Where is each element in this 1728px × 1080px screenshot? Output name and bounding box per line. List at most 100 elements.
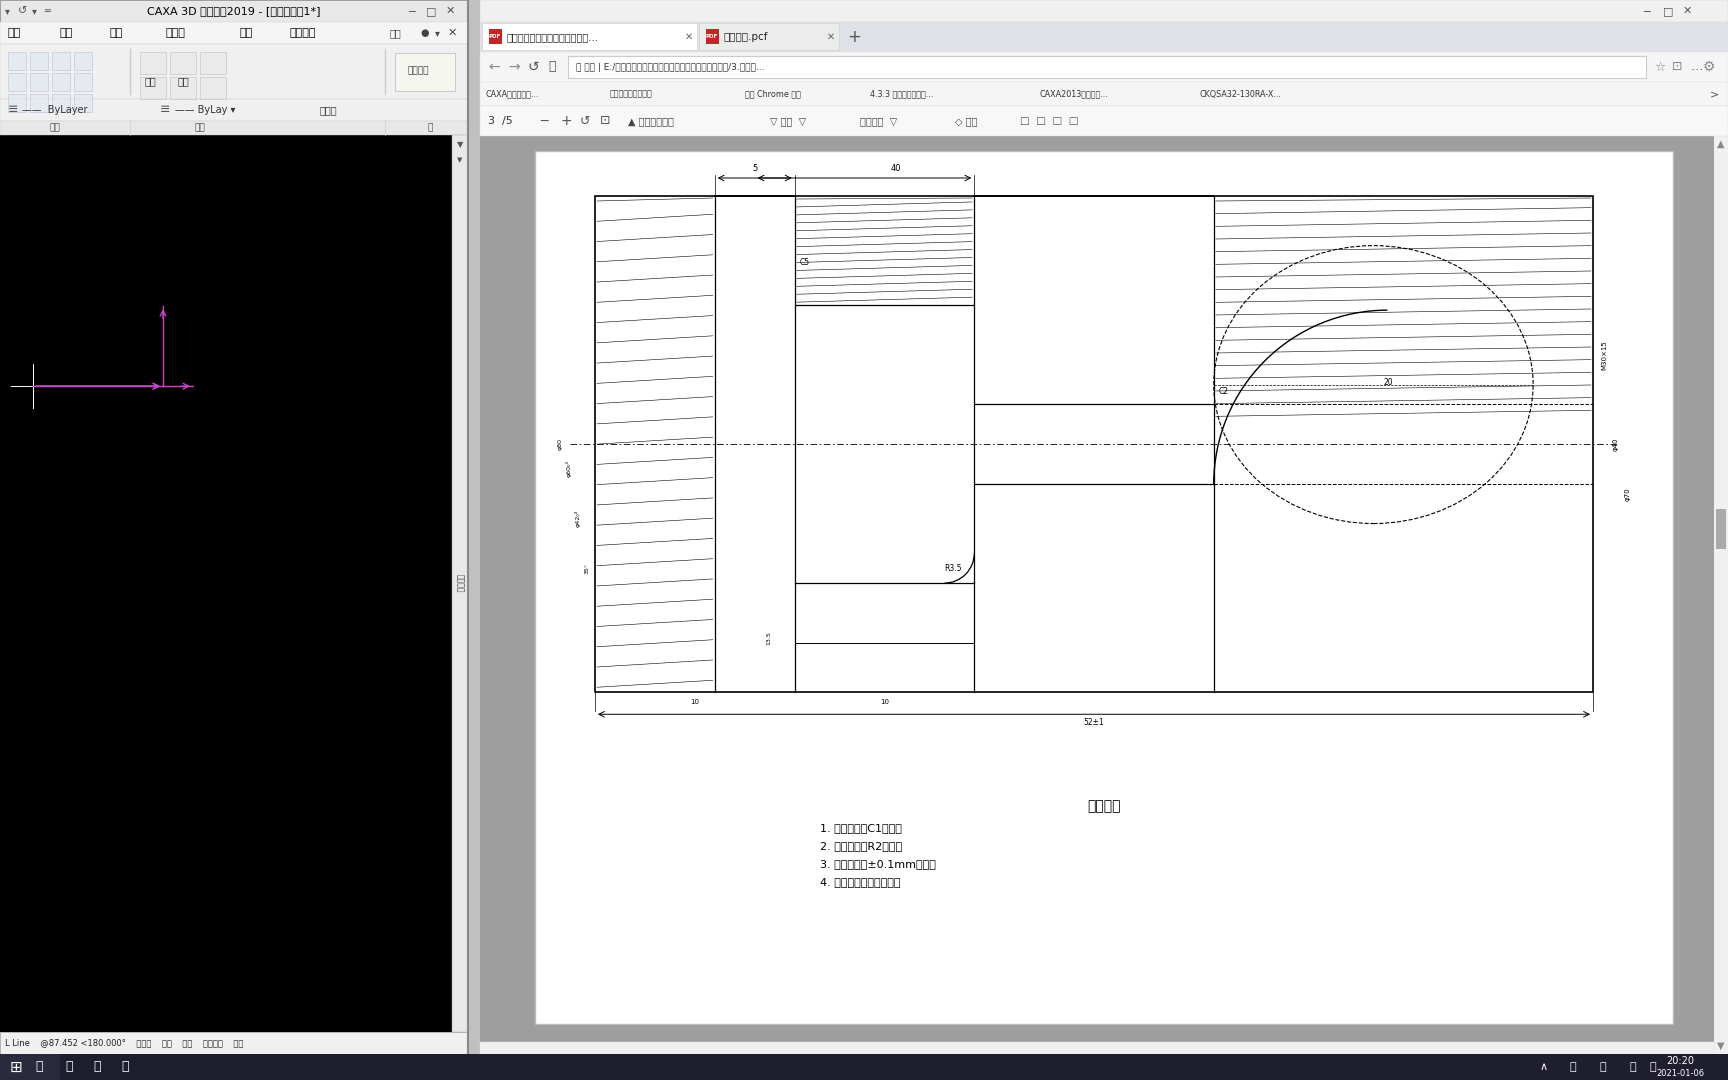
Text: 百度一下，你就知道: 百度一下，你就知道: [610, 90, 653, 98]
Bar: [52, 94, 71, 112]
Text: 中: 中: [1630, 1062, 1636, 1072]
Text: φ60₀³: φ60₀³: [567, 460, 572, 477]
Text: □: □: [1662, 6, 1673, 16]
Text: 特控窗包: 特控窗包: [456, 575, 465, 593]
Text: 图幅: 图幅: [9, 28, 21, 38]
Text: ✕: ✕: [1683, 6, 1692, 16]
Text: 🔍: 🔍: [35, 1061, 43, 1074]
Bar: [0, 1054, 60, 1080]
Text: ✕: ✕: [446, 6, 456, 16]
Bar: [482, 23, 696, 50]
Text: 尺寸: 尺寸: [145, 76, 157, 86]
Bar: [140, 52, 166, 75]
Bar: [9, 52, 26, 70]
Text: R3.5: R3.5: [943, 564, 962, 573]
Bar: [0, 44, 468, 99]
Bar: [480, 106, 1728, 136]
Text: 🌐: 🌐: [1600, 1062, 1607, 1072]
Bar: [480, 52, 1728, 82]
Text: ▾: ▾: [5, 6, 10, 16]
Text: 符号: 符号: [178, 76, 190, 86]
Text: 技术要求: 技术要求: [1087, 799, 1121, 813]
Bar: [52, 52, 71, 70]
Text: 文: 文: [1650, 1062, 1657, 1072]
Text: 📁: 📁: [121, 1061, 128, 1074]
Text: +: +: [847, 28, 861, 46]
Text: 4. 所有锐边倒锐去毛刺。: 4. 所有锐边倒锐去毛刺。: [819, 877, 900, 887]
Text: 全套图纸.pcf: 全套图纸.pcf: [724, 32, 769, 42]
Bar: [1716, 509, 1726, 549]
Bar: [200, 77, 226, 99]
Text: ↺: ↺: [17, 6, 28, 16]
Text: ☆: ☆: [1654, 60, 1666, 73]
Bar: [9, 73, 26, 91]
Text: ≡: ≡: [9, 104, 19, 117]
Bar: [480, 136, 1728, 1054]
Bar: [29, 73, 48, 91]
Bar: [74, 52, 92, 70]
Text: 3. 未注明公差±0.1mm公差；: 3. 未注明公差±0.1mm公差；: [819, 859, 935, 868]
Text: PDF: PDF: [489, 35, 501, 40]
Text: …: …: [1690, 60, 1702, 73]
Text: 10: 10: [880, 699, 888, 705]
Bar: [0, 1054, 1728, 1080]
Text: 20: 20: [1384, 378, 1393, 387]
Text: ⊡: ⊡: [1673, 60, 1683, 73]
Bar: [468, 0, 480, 1080]
Text: 帮助: 帮助: [240, 28, 254, 38]
Text: ◇ 删除: ◇ 删除: [956, 116, 978, 126]
Text: 13.5: 13.5: [767, 631, 772, 645]
Text: 标注: 标注: [195, 123, 206, 133]
Bar: [140, 77, 166, 99]
Text: →: →: [508, 60, 520, 75]
Text: ▼: ▼: [456, 140, 463, 149]
Bar: [480, 82, 1728, 106]
Text: □: □: [427, 6, 437, 16]
Bar: [569, 56, 1647, 78]
Text: CAXA 3D 实体设计2019 - [工程图文档1*]: CAXA 3D 实体设计2019 - [工程图文档1*]: [147, 6, 321, 16]
Text: 1. 未注明倒角C1倒角；: 1. 未注明倒角C1倒角；: [819, 823, 902, 833]
Text: ▼: ▼: [458, 157, 463, 163]
Text: +: +: [560, 114, 572, 129]
Text: CAXA业务管理系...: CAXA业务管理系...: [486, 90, 539, 98]
Bar: [0, 0, 468, 22]
Bar: [169, 52, 195, 75]
Text: ▲: ▲: [1718, 139, 1725, 149]
Text: □  □  □  □: □ □ □ □: [1020, 116, 1078, 126]
Text: C5: C5: [800, 258, 810, 268]
Text: ▼: ▼: [1718, 1041, 1725, 1051]
Bar: [453, 135, 468, 1032]
Text: 52±1: 52±1: [1083, 718, 1104, 727]
Text: 🔒 文件 | E:/第九屆数控大赛计算机软件产品检验员线上培训/3.计算机...: 🔒 文件 | E:/第九屆数控大赛计算机软件产品检验员线上培训/3.计算机...: [575, 63, 764, 71]
Text: φ80: φ80: [558, 438, 563, 450]
Text: ─: ─: [1643, 6, 1650, 16]
Text: CAXA2013视频教程...: CAXA2013视频教程...: [1040, 90, 1109, 98]
Text: 修改: 修改: [50, 123, 60, 133]
Text: ─: ─: [408, 6, 415, 16]
Bar: [29, 94, 48, 112]
Text: 40: 40: [892, 164, 902, 173]
Text: 🏠: 🏠: [548, 60, 555, 73]
Text: 5: 5: [752, 164, 757, 173]
Text: ↺: ↺: [529, 60, 539, 75]
Text: 📄: 📄: [93, 1061, 100, 1074]
Text: 2021-01-06: 2021-01-06: [1655, 1068, 1704, 1078]
Text: ▽ 绘制  ▽: ▽ 绘制 ▽: [771, 116, 807, 126]
Text: M30×15: M30×15: [1602, 340, 1607, 369]
Bar: [480, 1042, 1714, 1054]
Text: —— ByLay ▾: —— ByLay ▾: [175, 105, 235, 114]
Text: ≡: ≡: [161, 104, 171, 117]
Text: 样式管理: 样式管理: [408, 67, 430, 76]
Text: 三维接口: 三维接口: [290, 28, 316, 38]
Text: CKQSA32-130RA-X...: CKQSA32-130RA-X...: [1199, 90, 1282, 98]
Text: 帮告: 帮告: [391, 28, 401, 38]
Text: ↺: ↺: [581, 114, 591, 127]
Bar: [707, 29, 719, 44]
Bar: [536, 151, 1673, 1024]
Bar: [0, 1032, 468, 1054]
Text: 3  /5: 3 /5: [487, 116, 513, 126]
Bar: [489, 29, 503, 44]
Text: ∧: ∧: [1540, 1062, 1548, 1072]
Text: 35°: 35°: [584, 563, 589, 573]
Bar: [480, 22, 1728, 52]
